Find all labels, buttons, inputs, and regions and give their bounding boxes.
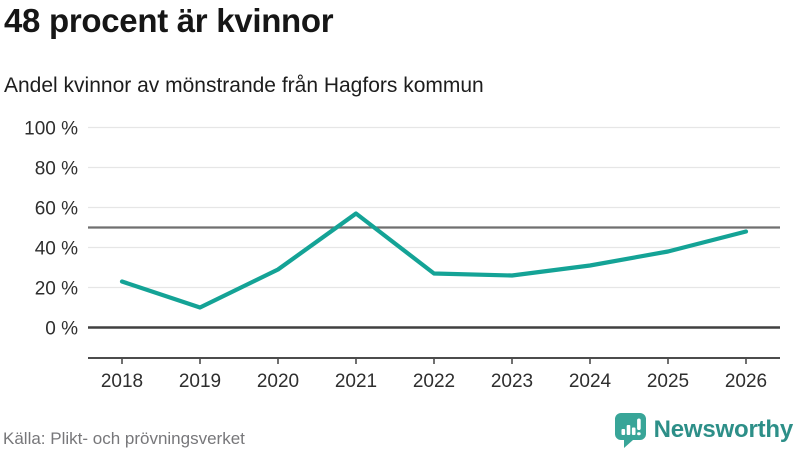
chart-subtitle: Andel kvinnor av mönstrande från Hagfors… — [4, 74, 484, 97]
svg-text:60 %: 60 % — [35, 199, 78, 220]
svg-text:2022: 2022 — [413, 371, 455, 392]
speech-bubble-shape — [614, 413, 646, 448]
gridlines — [88, 126, 780, 329]
data-series-line — [119, 211, 749, 310]
newsworthy-logo-text: Newsworthy — [653, 416, 794, 443]
chart-title: 48 procent är kvinnor — [4, 2, 334, 39]
source-note: Källa: Plikt- och prövningsverket — [3, 429, 245, 448]
exclamation-dot — [636, 432, 641, 436]
svg-text:40 %: 40 % — [35, 239, 78, 260]
svg-text:2020: 2020 — [257, 371, 299, 392]
svg-text:100 %: 100 % — [24, 119, 78, 140]
svg-text:2023: 2023 — [491, 371, 533, 392]
newsworthy-logo-icon — [614, 413, 646, 448]
bar-chart-glyph — [621, 418, 641, 436]
svg-text:2018: 2018 — [101, 371, 143, 392]
newsworthy-logo: Newsworthy — [614, 412, 793, 448]
svg-text:2024: 2024 — [569, 371, 612, 392]
svg-text:2019: 2019 — [179, 371, 221, 392]
y-axis-labels: 0 % 20 % 40 % 60 % 80 % 100 % — [24, 119, 78, 340]
svg-text:20 %: 20 % — [35, 279, 78, 300]
svg-text:2025: 2025 — [647, 371, 689, 392]
svg-text:0 %: 0 % — [45, 319, 78, 340]
x-axis: 2018 2019 2020 2021 2022 2023 2024 2025 2026 — [88, 357, 780, 392]
exclamation-bar — [636, 418, 641, 430]
svg-text:80 %: 80 % — [35, 159, 78, 180]
svg-text:2026: 2026 — [725, 371, 767, 392]
svg-text:2021: 2021 — [335, 371, 377, 392]
